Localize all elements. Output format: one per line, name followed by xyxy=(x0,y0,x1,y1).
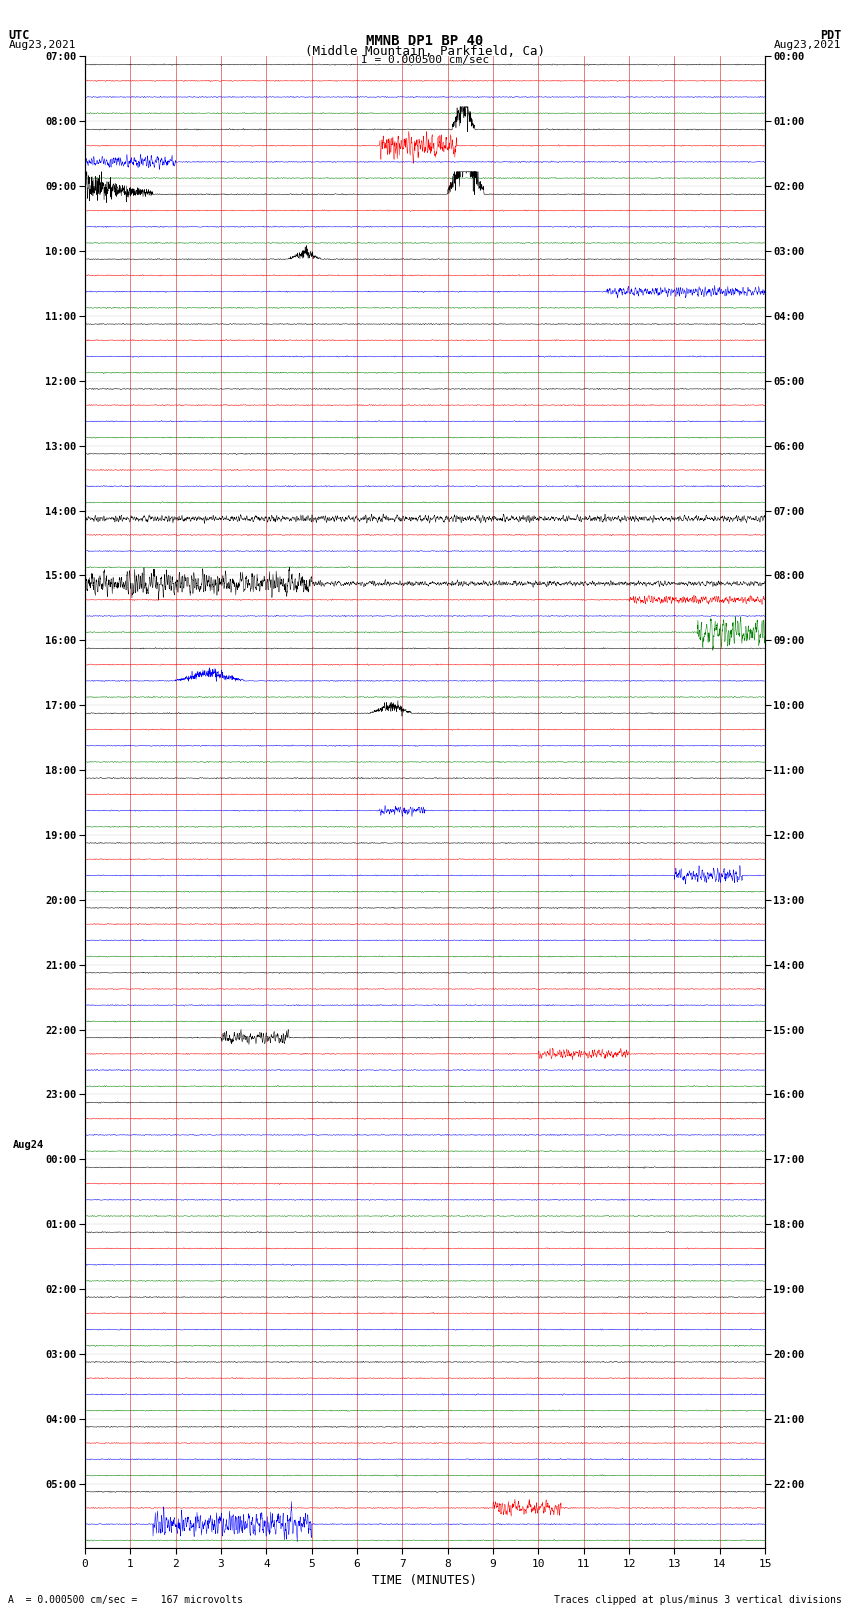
Text: Aug23,2021: Aug23,2021 xyxy=(8,40,76,50)
Text: UTC: UTC xyxy=(8,29,30,42)
Text: Traces clipped at plus/minus 3 vertical divisions: Traces clipped at plus/minus 3 vertical … xyxy=(553,1595,842,1605)
Text: A  = 0.000500 cm/sec =    167 microvolts: A = 0.000500 cm/sec = 167 microvolts xyxy=(8,1595,243,1605)
Text: PDT: PDT xyxy=(820,29,842,42)
Text: I = 0.000500 cm/sec: I = 0.000500 cm/sec xyxy=(361,55,489,65)
Text: Aug23,2021: Aug23,2021 xyxy=(774,40,842,50)
Text: Aug24: Aug24 xyxy=(13,1140,44,1150)
X-axis label: TIME (MINUTES): TIME (MINUTES) xyxy=(372,1574,478,1587)
Text: MMNB DP1 BP 40: MMNB DP1 BP 40 xyxy=(366,34,484,48)
Text: (Middle Mountain, Parkfield, Ca): (Middle Mountain, Parkfield, Ca) xyxy=(305,45,545,58)
